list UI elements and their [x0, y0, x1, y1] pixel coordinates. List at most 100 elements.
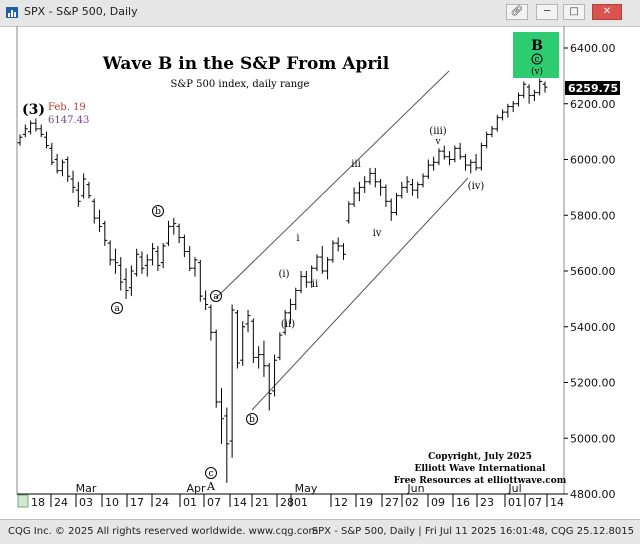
last-price-value: 6259.75	[568, 82, 618, 95]
x-tick-label: 16	[456, 496, 470, 509]
x-month-label: Jul	[507, 482, 521, 495]
ohlc-bar	[526, 84, 532, 104]
ohlc-bar	[298, 271, 304, 294]
ohlc-bar	[102, 220, 108, 246]
ohlc-bar	[319, 245, 325, 274]
x-month-label: Jun	[406, 482, 424, 495]
label-A: A	[206, 480, 216, 493]
y-tick-label: 5400.00	[570, 321, 616, 334]
ohlc-bar	[165, 220, 171, 246]
last-price-badge	[565, 81, 620, 95]
ohlc-bar	[192, 257, 198, 277]
ohlc-bar	[112, 248, 118, 274]
ohlc-bar	[155, 245, 161, 271]
ohlc-bar	[420, 173, 426, 188]
label-b1: b	[155, 207, 161, 217]
ohlc-bar	[213, 329, 219, 408]
x-tick-label: 07	[528, 496, 542, 509]
channel-lines	[215, 70, 469, 411]
close-button[interactable]: ✕	[592, 4, 622, 20]
label-ii-paren: (ii)	[281, 319, 295, 330]
x-tick-label: 10	[105, 496, 119, 509]
ohlc-bar	[505, 103, 511, 118]
ohlc-bar	[208, 304, 214, 341]
ohlc-bar	[425, 159, 431, 180]
x-tick-label: 12	[334, 496, 348, 509]
ohlc-bar	[81, 173, 87, 199]
label-i-paren: (i)	[278, 269, 289, 280]
ohlc-bar	[234, 310, 240, 369]
label-c-top-circle	[531, 53, 543, 65]
footer-info: SPX - S&P 500, Daily | Fri Jul 11 2025 1…	[311, 526, 634, 537]
copyright-line-1: Copyright, July 2025	[428, 452, 532, 462]
ohlc-bar	[266, 362, 272, 411]
ohlc-bar	[531, 89, 537, 101]
y-axis: 6400.00 6200.00 6000.00 5800.00 5600.00 5400.…	[564, 42, 616, 501]
ohlc-bar	[356, 181, 362, 202]
ohlc-bar	[367, 167, 373, 185]
ohlc-bar	[160, 243, 166, 269]
ohlc-bar	[70, 170, 76, 193]
x-tick-label: 24	[54, 496, 68, 509]
window-title: SPX - S&P 500, Daily	[24, 5, 138, 18]
ohlc-bar	[457, 142, 463, 160]
ohlc-bar	[229, 304, 235, 458]
footer-copyright: CQG Inc. © 2025 All rights reserved worl…	[8, 526, 319, 537]
ohlc-bar	[515, 92, 521, 107]
link-icon[interactable]: 🔗︎	[506, 4, 528, 20]
ohlc-bar	[219, 388, 225, 444]
ohlc-bar	[521, 81, 527, 99]
ohlc-bar	[473, 153, 479, 171]
x-tick-label: 07	[207, 496, 221, 509]
ohlc-bar	[38, 124, 44, 138]
ohlc-bar	[256, 346, 262, 369]
ohlc-bar	[75, 181, 81, 207]
y-tick-label: 6200.00	[570, 98, 616, 111]
ohlc-bar	[123, 268, 129, 299]
x-tick-label: 24	[155, 496, 169, 509]
x-tick-label: 01	[183, 496, 197, 509]
ohlc-bar	[134, 248, 140, 277]
ohlc-bar	[28, 120, 34, 135]
label-feb-value: 6147.43	[48, 115, 89, 126]
y-tick-label: 6400.00	[570, 42, 616, 55]
label-iii-small: iii	[351, 159, 361, 170]
scroll-handle[interactable]	[17, 494, 29, 508]
label-iv-small: iv	[373, 228, 382, 239]
ohlc-bar	[383, 184, 389, 207]
price-chart: 6400.00 6200.00 6000.00 5800.00 5600.00 5400.…	[16, 26, 620, 509]
ohlc-bar	[65, 156, 71, 182]
ohlc-bar	[409, 179, 415, 196]
ohlc-bar	[128, 265, 134, 297]
ohlc-bar	[510, 100, 516, 113]
y-tick-label: 5000.00	[570, 432, 616, 445]
circled-labels: a b c a b	[111, 205, 258, 479]
ohlc-bar	[44, 131, 50, 149]
ohlc-bar	[378, 179, 384, 196]
ohlc-bar	[478, 142, 484, 171]
ohlc-bar	[272, 354, 278, 397]
ohlc-bar	[107, 240, 113, 266]
chart-app-icon	[6, 7, 18, 18]
x-tick-label: 28	[280, 496, 294, 509]
ohlc-bar	[287, 298, 293, 324]
ohlc-bar	[399, 181, 405, 199]
label-i-small: i	[296, 233, 299, 244]
x-tick-label: 19	[359, 496, 373, 509]
chart-title: Wave B in the S&P From April	[102, 54, 390, 74]
ohlc-bar	[197, 259, 203, 302]
ohlc-bar	[86, 181, 92, 199]
ohlc-bar	[245, 310, 251, 333]
x-tick-label: 17	[130, 496, 144, 509]
ohlc-bar	[303, 271, 309, 288]
ohlc-bar	[489, 126, 495, 138]
ohlc-bar	[176, 223, 182, 244]
ohlc-bar	[277, 332, 283, 361]
ohlc-bar	[340, 243, 346, 260]
maximize-button[interactable]: □	[563, 4, 585, 20]
minimize-button[interactable]: ─	[536, 4, 558, 20]
y-tick-label: 6000.00	[570, 154, 616, 167]
ohlc-bar	[309, 265, 315, 288]
label-ii-small: ii	[312, 279, 318, 290]
